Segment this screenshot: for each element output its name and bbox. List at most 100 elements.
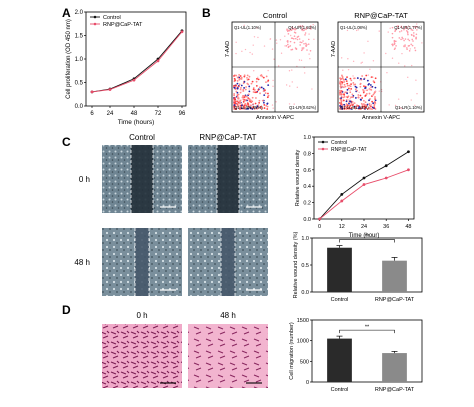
flow-event — [350, 79, 353, 82]
flow-event — [362, 99, 365, 102]
y-tick-label: 1500 — [297, 318, 309, 324]
flow-event — [343, 103, 346, 106]
flow-event — [357, 107, 360, 109]
quadrant-ul-label: Q1-UL(1.10%) — [234, 25, 262, 30]
flow-event — [340, 106, 343, 109]
flow-event — [291, 81, 293, 83]
flow-event — [349, 77, 352, 80]
data-point — [407, 168, 410, 172]
flow-event — [244, 88, 247, 91]
flow-event — [242, 88, 245, 91]
flow-event — [262, 90, 265, 93]
flow-event — [300, 41, 303, 44]
flow-event — [233, 94, 236, 97]
flow-event — [263, 94, 266, 97]
flow-event — [408, 25, 410, 28]
flow-event — [361, 61, 363, 64]
flow-event — [238, 102, 241, 105]
flow-event — [368, 99, 370, 102]
flow-event — [248, 90, 251, 93]
flow-event — [271, 104, 274, 106]
flow-event — [284, 35, 286, 37]
flow-event — [238, 78, 241, 80]
flow-event — [286, 41, 289, 43]
flow-event — [290, 28, 292, 31]
flow-event — [291, 69, 293, 71]
flow-event — [293, 35, 296, 37]
flow-event — [406, 48, 408, 51]
flow-event — [248, 75, 251, 78]
flow-event — [395, 40, 397, 43]
flow-event — [246, 107, 249, 110]
y-tick-label: 0.6 — [303, 168, 311, 174]
flow-event — [234, 108, 237, 110]
flow-event — [386, 72, 388, 74]
flow-event — [267, 79, 270, 82]
flow-event — [346, 76, 348, 78]
flow-event — [348, 84, 351, 87]
flow-event — [341, 107, 344, 110]
flow-event — [407, 27, 409, 30]
x-axis-label: Time (hours) — [118, 119, 155, 126]
flow-event — [240, 107, 243, 110]
flow-event — [339, 90, 342, 92]
flow-event — [349, 98, 351, 100]
flow-event — [346, 84, 349, 87]
flow-event — [292, 38, 295, 40]
flow-event — [348, 102, 350, 105]
flow-event — [416, 29, 418, 31]
flow-event — [345, 96, 348, 98]
flow-event — [352, 75, 354, 77]
flow-event — [346, 82, 349, 85]
flow-event — [361, 75, 364, 77]
flow-event — [371, 76, 374, 79]
flow-event — [236, 80, 239, 82]
flow-event — [421, 42, 423, 44]
x-tick-label: 0 — [318, 224, 321, 230]
flow-event — [288, 103, 291, 105]
flow-event — [246, 74, 249, 77]
flow-event — [236, 76, 239, 79]
flow-event — [406, 47, 408, 49]
chart-a-cell-proliferation: 0.0 0.5 1.0 1.5 2.0 6 24 48 72 96 Time (hours) Cell… — [66, 10, 187, 126]
flow-event — [404, 65, 406, 67]
flow-event — [300, 59, 303, 62]
flow-event — [265, 81, 267, 84]
flow-event — [387, 31, 389, 33]
wound-col-title: Control — [129, 133, 155, 142]
legend-marker — [321, 147, 325, 151]
flow-event — [411, 64, 413, 67]
panel-letter-a: A — [62, 6, 71, 20]
flow-event — [362, 90, 365, 93]
flow-event — [352, 82, 355, 84]
flow-event — [235, 90, 238, 93]
flow-event — [252, 106, 255, 108]
flow-event — [243, 108, 246, 110]
flow-event — [302, 48, 304, 50]
wound-healing-images: Control RNP@CaP-TAT 0 h 48 h — [74, 133, 268, 296]
flow-event — [339, 92, 342, 95]
flow-event — [286, 28, 288, 30]
flow-event — [361, 97, 364, 99]
flow-event — [366, 79, 369, 82]
flow-event — [367, 40, 369, 43]
flow-event — [339, 85, 342, 88]
y-tick-label: 0.0 — [303, 217, 311, 223]
flow-event — [241, 104, 243, 107]
flow-event — [343, 81, 346, 83]
flow-event — [290, 37, 293, 39]
flow-event — [369, 88, 372, 91]
flow-event — [350, 87, 353, 90]
flow-event — [361, 106, 364, 108]
flow-event — [236, 82, 239, 85]
flow-event — [236, 104, 239, 107]
flow-event — [233, 92, 236, 95]
flow-event — [412, 34, 415, 37]
flow-event — [340, 80, 343, 83]
flow-event — [296, 86, 299, 89]
flow-event — [392, 44, 394, 47]
flow-event — [242, 90, 245, 92]
significance-bracket — [339, 239, 395, 243]
migration-micrograph — [102, 324, 182, 388]
migration-images: 0 h 48 h — [102, 311, 268, 388]
